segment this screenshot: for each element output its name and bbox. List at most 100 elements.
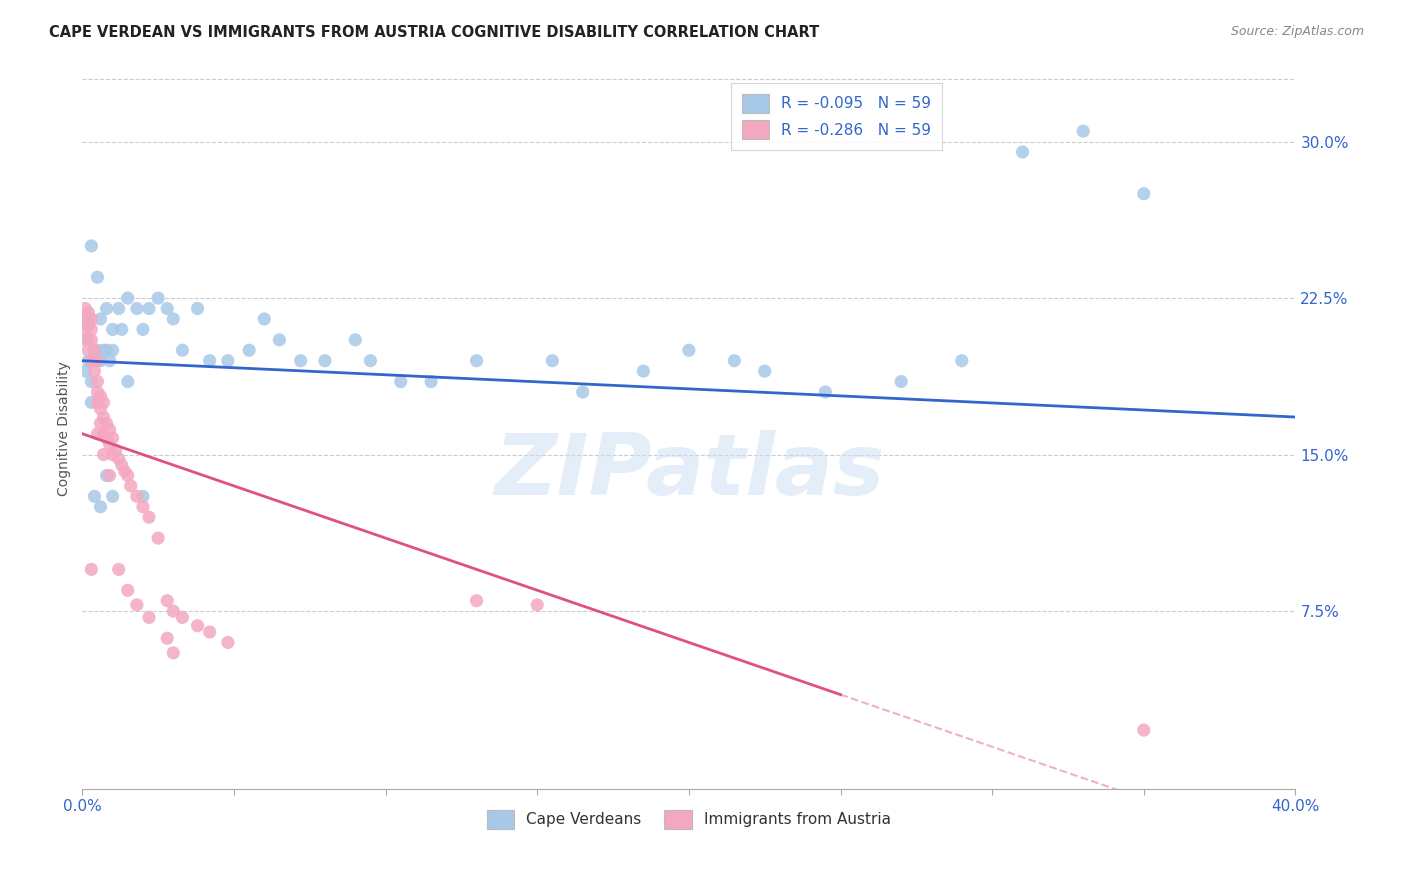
Point [156,301,179,316]
Point [111,322,134,336]
Point [678,343,700,358]
Point [146,291,169,305]
Point [80,312,103,326]
Text: CAPE VERDEAN VS IMMIGRANTS FROM AUSTRIA COGNITIVE DISABILITY CORRELATION CHART: CAPE VERDEAN VS IMMIGRANTS FROM AUSTRIA … [49,25,820,40]
Point [93,395,115,409]
Point [132,500,155,514]
Point [541,353,564,368]
Point [77,353,100,368]
Point [86,353,108,368]
Y-axis label: Cognitive Disability: Cognitive Disability [58,361,72,496]
Point [80,562,103,576]
Point [138,301,160,316]
Point [146,531,169,545]
Point [98,353,121,368]
Point [389,375,412,389]
Point [186,619,208,633]
Point [420,375,443,389]
Point [138,510,160,524]
Point [253,312,276,326]
Point [93,410,115,425]
Point [107,451,129,466]
Point [96,417,118,431]
Point [83,353,105,368]
Point [217,635,239,649]
Point [156,632,179,646]
Point [77,318,100,333]
Point [138,610,160,624]
Point [571,384,593,399]
Point [117,583,139,598]
Point [86,384,108,399]
Point [86,343,108,358]
Point [80,322,103,336]
Point [80,353,103,368]
Point [117,291,139,305]
Point [83,364,105,378]
Point [80,239,103,253]
Point [132,322,155,336]
Point [89,500,111,514]
Point [890,375,912,389]
Point [89,353,111,368]
Point [814,384,837,399]
Point [344,333,367,347]
Point [198,353,221,368]
Text: ZIPatlas: ZIPatlas [494,430,884,513]
Point [75,312,97,326]
Point [101,343,124,358]
Point [83,489,105,503]
Point [96,468,118,483]
Point [111,458,134,472]
Point [114,464,136,478]
Point [101,489,124,503]
Text: Source: ZipAtlas.com: Source: ZipAtlas.com [1230,25,1364,38]
Point [75,322,97,336]
Point [96,343,118,358]
Point [83,343,105,358]
Point [86,375,108,389]
Point [89,401,111,416]
Point [96,301,118,316]
Point [723,353,745,368]
Point [465,593,488,607]
Point [77,312,100,326]
Point [98,468,121,483]
Point [125,598,148,612]
Point [117,468,139,483]
Point [238,343,260,358]
Point [217,353,239,368]
Legend: Cape Verdeans, Immigrants from Austria: Cape Verdeans, Immigrants from Austria [481,804,897,835]
Point [120,479,142,493]
Point [75,301,97,316]
Point [754,364,776,378]
Point [198,625,221,640]
Point [107,562,129,576]
Point [125,489,148,503]
Point [359,353,381,368]
Point [269,333,291,347]
Point [93,426,115,441]
Point [172,343,194,358]
Point [101,431,124,445]
Point [96,431,118,445]
Point [314,353,336,368]
Point [89,312,111,326]
Point [98,437,121,451]
Point [86,395,108,409]
Point [80,333,103,347]
Point [77,343,100,358]
Point [93,448,115,462]
Point [77,333,100,347]
Point [186,301,208,316]
Point [132,489,155,503]
Point [98,423,121,437]
Point [290,353,312,368]
Point [80,375,103,389]
Point [107,301,129,316]
Point [465,353,488,368]
Point [162,604,184,618]
Point [1011,145,1033,159]
Point [526,598,548,612]
Point [117,375,139,389]
